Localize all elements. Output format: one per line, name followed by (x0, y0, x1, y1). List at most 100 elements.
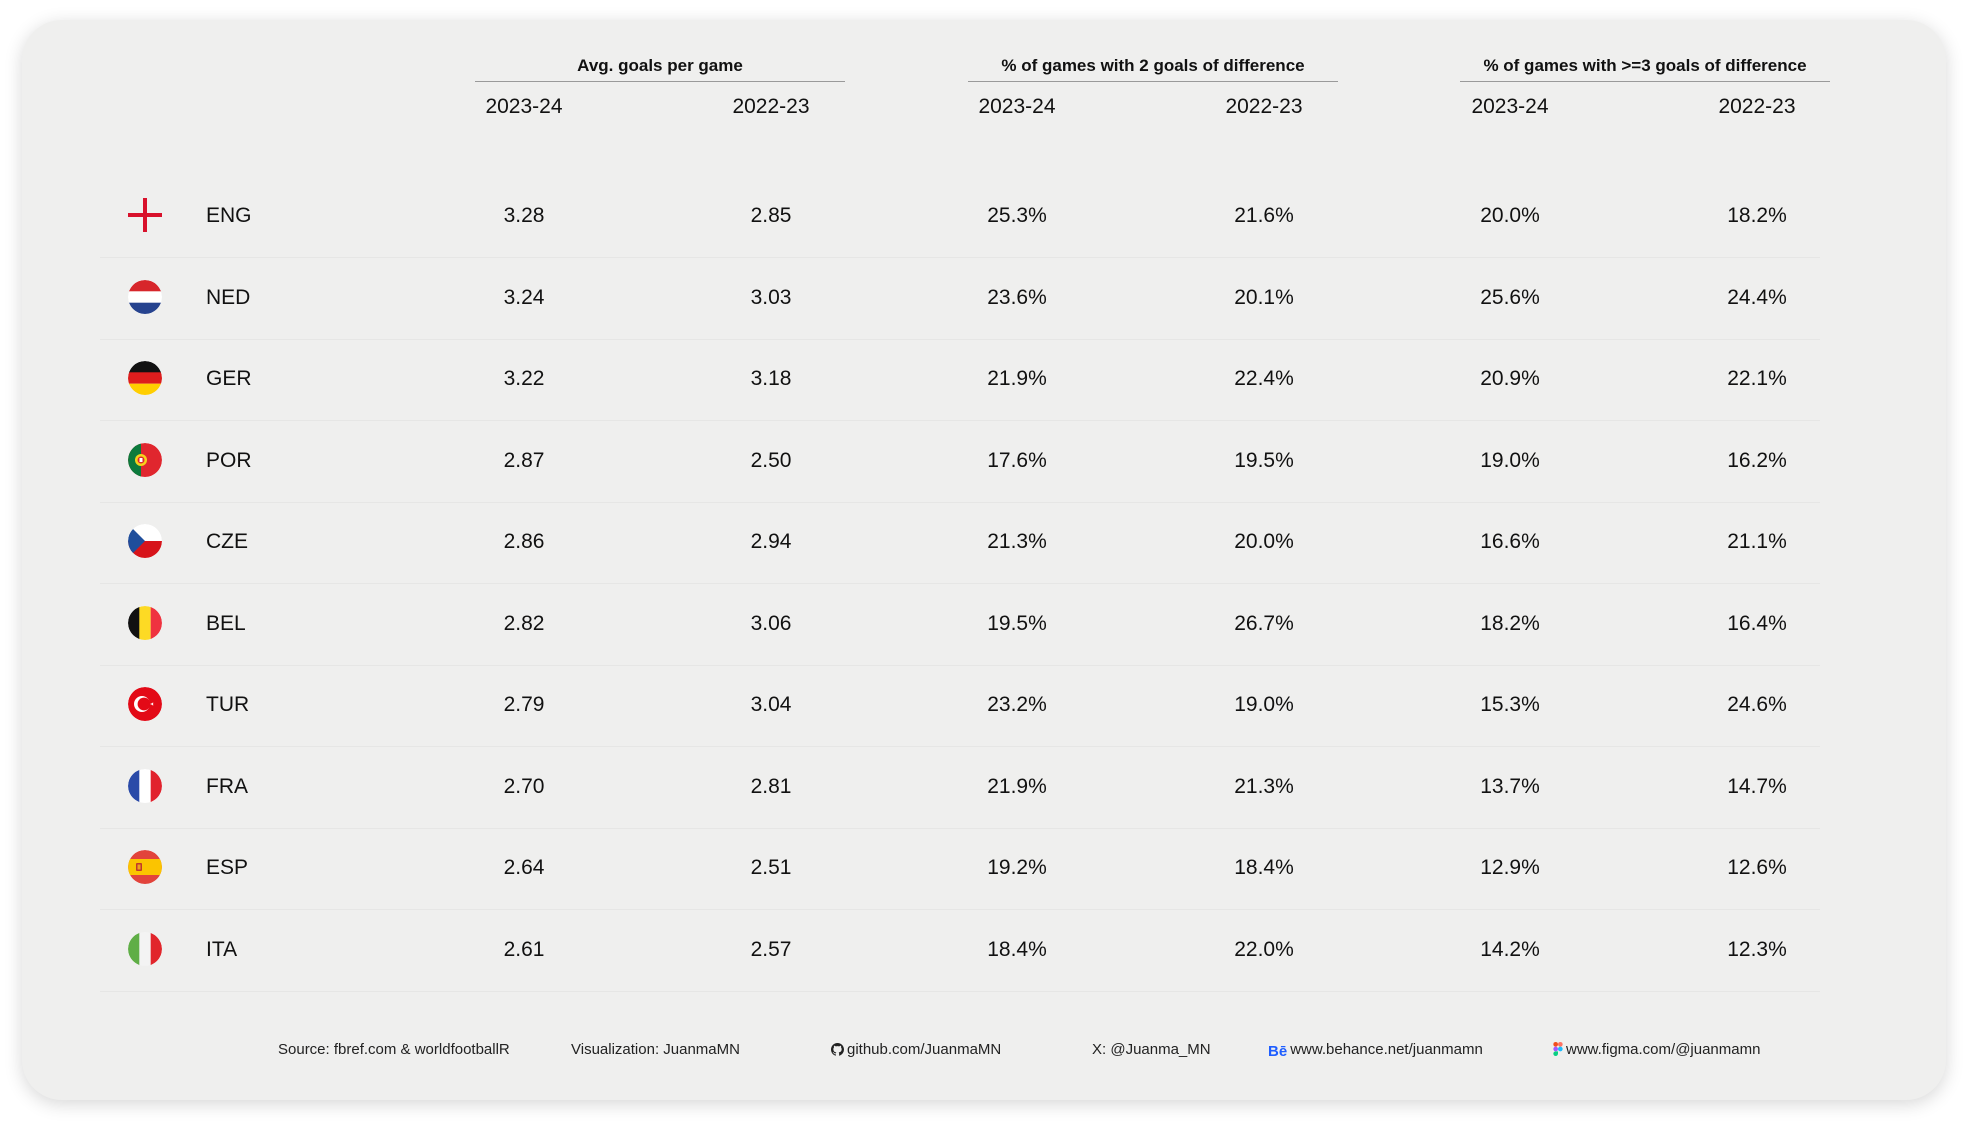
table-cell: 25.6% (1480, 285, 1540, 309)
germany-flag-icon (128, 361, 162, 395)
table-cell: 18.2% (1727, 204, 1787, 227)
col-header-avg-2023-24: 2023-24 (485, 95, 563, 118)
table-cell: 20.1% (1234, 285, 1294, 309)
group-divider-avg-goals (475, 81, 845, 82)
table-cell: 18.4% (1234, 856, 1294, 879)
table-cell: 3.18 (750, 367, 792, 390)
table-row (100, 910, 1820, 992)
table-row (100, 258, 1820, 340)
turkey-flag-icon (128, 687, 162, 721)
footer-source: Source: fbref.com & worldfootballR (278, 1041, 510, 1058)
table-cell: 2.85 (750, 204, 792, 227)
table-cell: 12.3% (1727, 937, 1787, 961)
table-cell: 17.6% (987, 448, 1047, 472)
france-flag-icon (128, 768, 162, 803)
table-cell: 20.9% (1480, 367, 1540, 390)
team-code: ITA (206, 937, 238, 961)
figma-icon (1553, 1042, 1563, 1060)
footer-figma-link[interactable]: www.figma.com/@juanmamn (1553, 1041, 1760, 1060)
table-cell: 12.9% (1480, 856, 1540, 879)
footer-behance-link[interactable]: Bē www.behance.net/juanmamn (1268, 1041, 1483, 1060)
table-cell: 2.64 (503, 856, 545, 879)
table-cell: 23.2% (987, 693, 1047, 716)
table-cell: 19.5% (1234, 448, 1294, 472)
table-cell: 2.51 (750, 856, 792, 879)
table-cell: 21.3% (987, 530, 1047, 553)
team-code: BEL (206, 611, 246, 635)
table-cell: 21.6% (1234, 204, 1294, 227)
table-row (100, 339, 1820, 421)
table-cell: 15.3% (1480, 693, 1540, 716)
table-cell: 2.70 (503, 774, 545, 798)
col-header-3diff-2023-24: 2023-24 (1471, 95, 1549, 118)
table-cell: 22.1% (1727, 367, 1787, 390)
team-code: ESP (206, 856, 249, 879)
england-flag-icon (128, 198, 162, 232)
table-row (100, 665, 1820, 747)
team-code: NED (206, 285, 251, 309)
czechia-flag-icon (128, 524, 162, 558)
footer-github-link[interactable]: github.com/JuanmaMN (831, 1041, 1001, 1060)
table-cell: 3.28 (503, 204, 545, 227)
footer-visualization: Visualization: JuanmaMN (571, 1041, 740, 1058)
group-header-3-goal-diff: % of games with >=3 goals of difference (1483, 56, 1807, 75)
col-header-3diff-2022-23: 2022-23 (1718, 95, 1796, 118)
group-divider-3-goal-diff (1460, 81, 1830, 82)
table-cell: 20.0% (1480, 204, 1540, 227)
table-row (100, 421, 1820, 503)
team-code: POR (206, 448, 252, 472)
footer-figma-text: www.figma.com/@juanmamn (1566, 1041, 1761, 1058)
table-row (100, 502, 1820, 584)
table-cell: 2.61 (503, 937, 545, 961)
col-header-2diff-2023-24: 2023-24 (978, 95, 1056, 118)
table-cell: 19.2% (987, 856, 1047, 879)
table-cell: 24.6% (1727, 693, 1787, 716)
table-cell: 2.57 (750, 937, 792, 961)
table-row (100, 584, 1820, 666)
table-cell: 16.6% (1480, 530, 1540, 553)
table-cell: 3.04 (750, 693, 792, 716)
footer-behance-text: www.behance.net/juanmamn (1290, 1041, 1483, 1058)
belgium-flag-icon (128, 605, 162, 640)
netherlands-flag-icon (128, 279, 162, 314)
table-cell: 2.50 (750, 448, 792, 472)
table-cell: 2.79 (503, 693, 545, 716)
table-cell: 14.2% (1480, 937, 1540, 961)
table-card (22, 20, 1946, 1100)
spain-flag-icon (128, 850, 162, 884)
col-header-2diff-2022-23: 2022-23 (1225, 95, 1303, 118)
team-code: GER (206, 367, 252, 390)
table-cell: 16.2% (1727, 448, 1787, 472)
table-cell: 12.6% (1727, 856, 1787, 879)
team-code: FRA (206, 774, 248, 798)
italy-flag-icon (128, 931, 162, 966)
table-cell: 21.9% (987, 367, 1047, 390)
table-cell: 22.4% (1234, 367, 1294, 390)
table-cell: 25.3% (987, 204, 1047, 227)
table-cell: 23.6% (987, 285, 1047, 309)
table-cell: 14.7% (1727, 774, 1787, 798)
footer-x-handle[interactable]: X: @Juanma_MN (1092, 1041, 1211, 1058)
team-code: CZE (206, 530, 248, 553)
github-icon (831, 1043, 845, 1060)
table-cell: 2.94 (750, 530, 792, 553)
table-cell: 3.22 (503, 367, 545, 390)
team-code: TUR (206, 693, 250, 716)
table-cell: 2.81 (750, 774, 792, 798)
table-cell: 3.24 (503, 285, 545, 309)
table-cell: 21.3% (1234, 774, 1294, 798)
table-cell: 19.0% (1234, 693, 1294, 716)
table-cell: 18.4% (987, 937, 1047, 961)
table-cell: 20.0% (1234, 530, 1294, 553)
group-header-2-goal-diff: % of games with 2 goals of difference (1001, 56, 1305, 75)
team-code: ENG (206, 204, 252, 227)
behance-icon: Bē (1268, 1043, 1288, 1060)
table-cell: 26.7% (1234, 611, 1294, 635)
table-cell: 21.1% (1727, 530, 1787, 553)
group-divider-2-goal-diff (968, 81, 1338, 82)
table-cell: 3.06 (750, 611, 792, 635)
table-cell: 3.03 (750, 285, 792, 309)
table-cell: 21.9% (987, 774, 1047, 798)
table-row (100, 176, 1820, 258)
portugal-flag-icon (128, 442, 162, 477)
